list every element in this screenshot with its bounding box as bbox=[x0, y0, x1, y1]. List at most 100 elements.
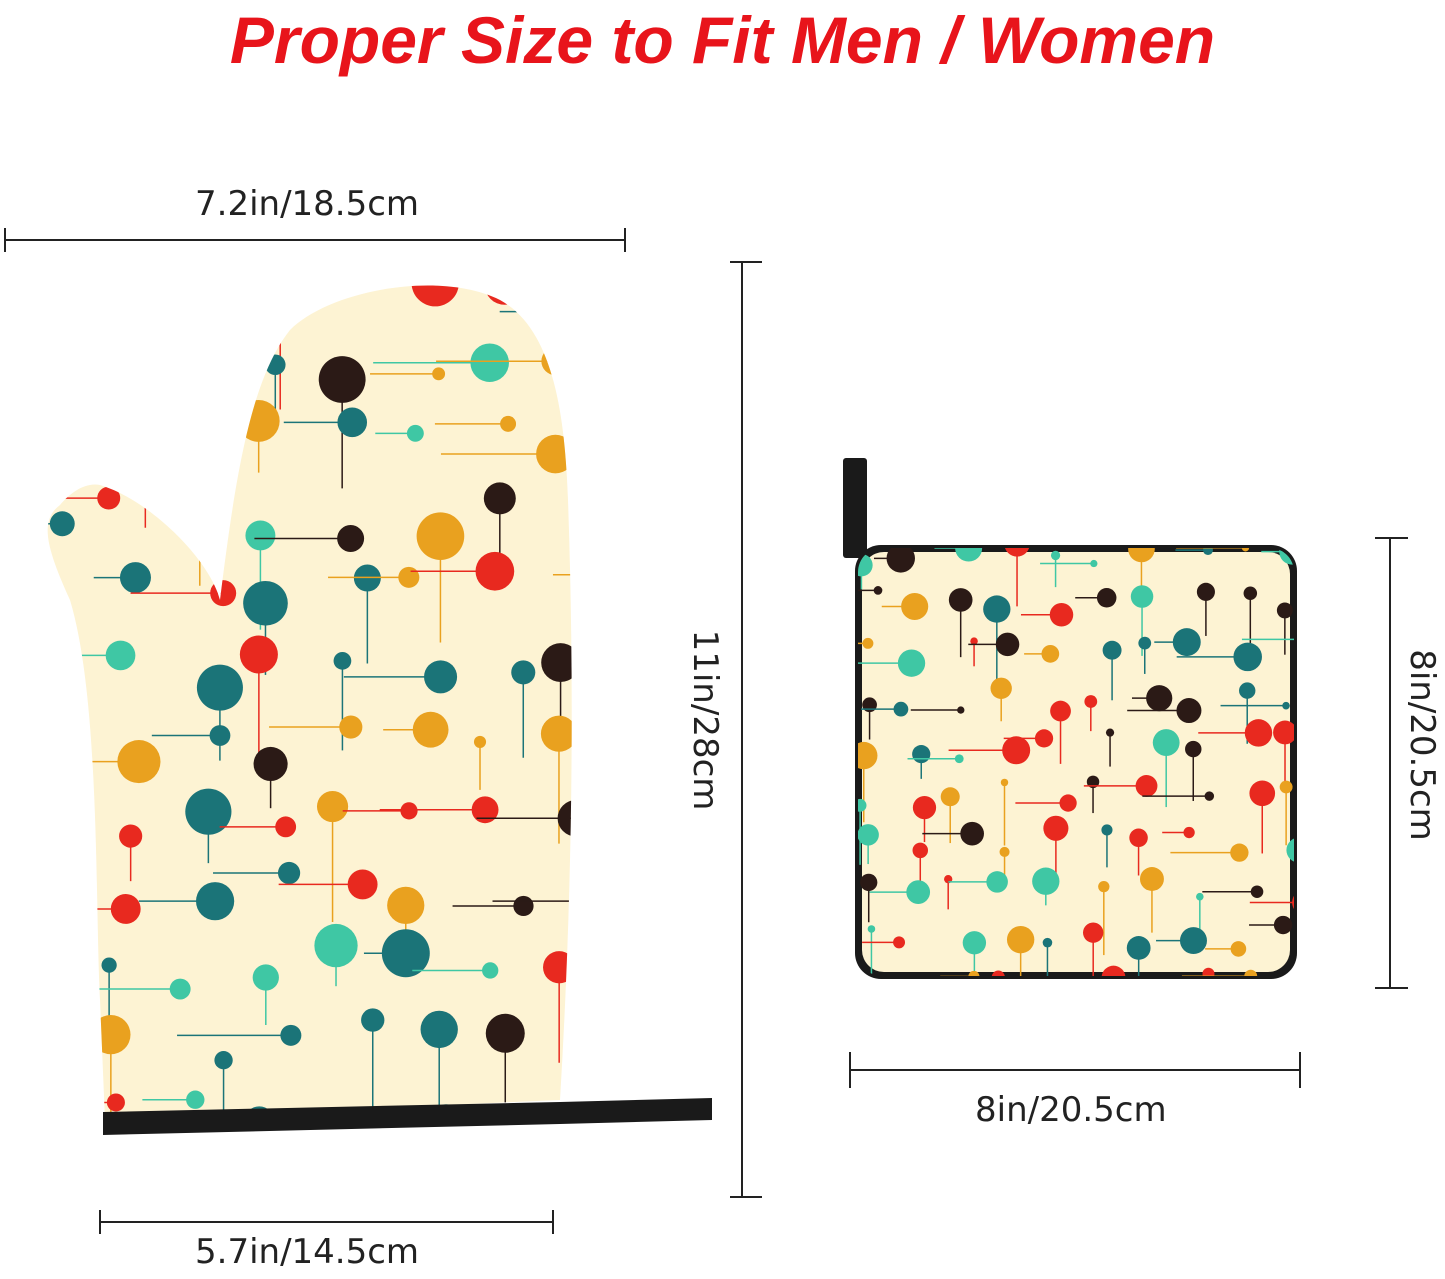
pattern-dot bbox=[1105, 728, 1115, 737]
pattern-dot bbox=[111, 335, 139, 363]
pattern-dot bbox=[1004, 548, 1030, 557]
pattern-dot bbox=[1250, 885, 1264, 898]
pattern-dot bbox=[47, 285, 63, 306]
pattern-dot bbox=[1249, 780, 1276, 807]
headline: Proper Size to Fit Men / Women bbox=[229, 3, 1216, 77]
pattern-dot bbox=[243, 580, 288, 626]
pattern-dot bbox=[1129, 828, 1148, 848]
pattern-dot bbox=[316, 790, 349, 823]
pattern-dot bbox=[912, 795, 937, 820]
pattern-dot bbox=[412, 711, 449, 748]
pattern-dot bbox=[1043, 815, 1069, 841]
pattern-dot bbox=[1273, 915, 1293, 935]
pattern-dot bbox=[541, 347, 570, 376]
pattern-dot bbox=[1034, 729, 1054, 748]
mitt-cuff-label: 5.7in/14.5cm bbox=[195, 1232, 420, 1272]
pattern-dot bbox=[1130, 585, 1154, 608]
mitt-height-line bbox=[730, 261, 762, 1198]
pattern-dot bbox=[387, 886, 425, 924]
pattern-dot bbox=[893, 936, 906, 949]
pattern-dot bbox=[906, 880, 931, 904]
pattern-dot bbox=[960, 821, 984, 846]
pattern-dot bbox=[1096, 588, 1117, 608]
pattern-dot bbox=[1176, 698, 1202, 724]
pattern-dot bbox=[1183, 826, 1195, 839]
pattern-dot bbox=[1244, 719, 1273, 747]
pattern-dot bbox=[1139, 867, 1164, 891]
mitt-width-line bbox=[4, 228, 626, 252]
pattern-dot bbox=[1102, 640, 1122, 660]
pattern-dot bbox=[381, 929, 430, 978]
pattern-dot bbox=[339, 715, 363, 739]
pattern-dot bbox=[886, 548, 915, 573]
pattern-dot bbox=[1153, 984, 1178, 1009]
pot-width-label: 8in/20.5cm bbox=[975, 1090, 1167, 1130]
pattern-dot bbox=[47, 444, 65, 474]
pattern-dot bbox=[420, 1010, 458, 1049]
pattern-dot bbox=[1196, 582, 1215, 601]
pattern-dot bbox=[1041, 644, 1060, 663]
pattern-dot bbox=[1202, 967, 1215, 976]
pattern-dot bbox=[117, 740, 161, 784]
pattern-dot bbox=[49, 511, 75, 537]
pattern-dot bbox=[1059, 794, 1077, 812]
pattern-dot bbox=[1090, 559, 1098, 568]
pot-holder-pattern bbox=[858, 548, 1294, 1009]
pattern-dot bbox=[277, 861, 301, 885]
pattern-dot bbox=[940, 787, 960, 807]
pattern-dot bbox=[199, 263, 219, 283]
pattern-dot bbox=[185, 788, 232, 835]
pattern-dot bbox=[483, 482, 516, 515]
pattern-dot bbox=[954, 754, 964, 764]
pattern-dot bbox=[361, 1008, 385, 1032]
pattern-dot bbox=[1146, 685, 1173, 712]
pattern-dot bbox=[245, 520, 276, 551]
pattern-dot bbox=[318, 356, 366, 403]
pattern-dot bbox=[47, 1106, 60, 1120]
pattern-dot bbox=[110, 894, 141, 924]
pattern-dot bbox=[991, 970, 1005, 976]
pattern-dot bbox=[540, 715, 572, 752]
pattern-dot bbox=[1126, 936, 1151, 960]
pattern-dot bbox=[275, 816, 297, 838]
pattern-dot bbox=[119, 824, 143, 848]
pattern-dot bbox=[411, 285, 459, 307]
pattern-dot bbox=[955, 548, 983, 562]
pattern-dot bbox=[1282, 701, 1290, 710]
pattern-dot bbox=[557, 800, 572, 837]
pot-height-line bbox=[1375, 537, 1408, 989]
pattern-dot bbox=[210, 580, 237, 607]
pattern-dot bbox=[912, 842, 929, 859]
pattern-dot bbox=[862, 637, 874, 649]
pattern-dot bbox=[265, 354, 286, 376]
pattern-dot bbox=[1276, 602, 1293, 619]
pattern-dot bbox=[1083, 922, 1104, 943]
pattern-dot bbox=[177, 489, 223, 535]
pattern-dot bbox=[48, 728, 67, 746]
pattern-dot bbox=[1135, 774, 1158, 797]
pattern-dot bbox=[475, 551, 515, 591]
pattern-dot bbox=[239, 635, 278, 674]
pattern-dot bbox=[970, 637, 978, 645]
pattern-dot bbox=[1233, 642, 1262, 672]
mitt-width-label: 7.2in/18.5cm bbox=[195, 184, 420, 224]
pattern-dot bbox=[511, 660, 536, 685]
pattern-dot bbox=[105, 640, 136, 671]
pattern-dot bbox=[1128, 548, 1155, 563]
pattern-dot bbox=[1230, 843, 1249, 862]
pattern-dot bbox=[897, 649, 926, 677]
pattern-dot bbox=[253, 746, 288, 782]
pattern-dot bbox=[47, 345, 75, 381]
pattern-dot bbox=[1101, 824, 1113, 836]
pattern-dot bbox=[1042, 937, 1053, 948]
mitt-cuff-trim bbox=[103, 1098, 712, 1135]
pattern-dot bbox=[208, 344, 238, 375]
pattern-dot bbox=[29, 671, 42, 684]
pattern-dot bbox=[1152, 729, 1180, 756]
mitt-cuff-line bbox=[99, 1210, 554, 1234]
pattern-dot bbox=[91, 1014, 131, 1055]
pattern-dot bbox=[471, 796, 499, 824]
pattern-dot bbox=[169, 978, 191, 1000]
pattern-dot bbox=[209, 725, 231, 746]
pattern-dot bbox=[424, 660, 458, 694]
